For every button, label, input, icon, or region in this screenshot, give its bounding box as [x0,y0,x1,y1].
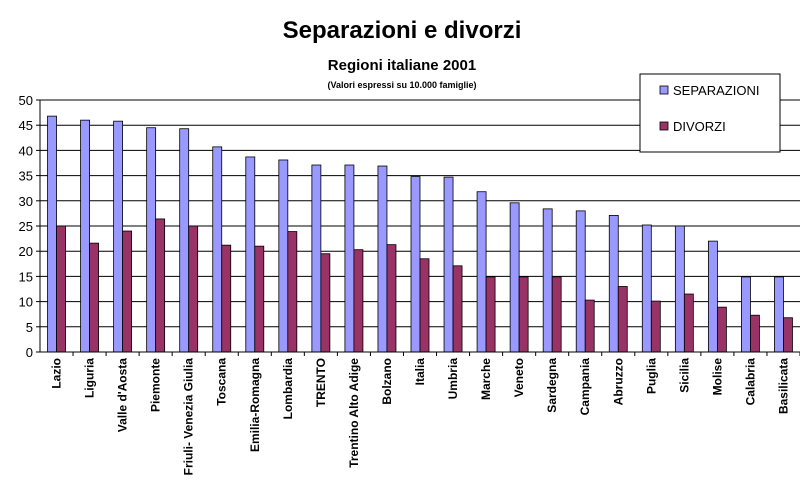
x-tick-label: Bolzano [380,358,394,405]
bar-divorzi-6 [254,245,265,353]
bar-separazioni-8 [311,164,322,353]
y-axis-ticks: 0 5 10 15 20 25 30 35 40 45 50 [19,93,40,360]
x-tick-label: Calabria [743,358,757,406]
bar-separazioni-19 [674,225,685,353]
bar-divorzi-3 [155,218,166,353]
x-tick-label: Veneto [512,358,526,397]
x-tick-label: Abruzzo [611,358,625,405]
bar-separazioni-13 [476,191,487,353]
bar-divorzi-7 [287,231,298,353]
bar-divorzi-10 [386,244,397,353]
y-tick-label: 30 [19,194,33,209]
bar-separazioni-14 [509,202,520,353]
bar-divorzi-17 [617,286,628,353]
bar-separazioni-10 [377,165,388,353]
bar-divorzi-8 [320,253,331,353]
bars [47,115,793,353]
bar-divorzi-18 [650,300,661,353]
bar-divorzi-2 [122,230,133,353]
bar-divorzi-4 [188,225,199,353]
bar-separazioni-4 [179,128,190,353]
y-tick-label: 50 [19,93,33,108]
bar-separazioni-6 [245,156,256,353]
x-tick-label: Sardegna [545,358,559,413]
bar-separazioni-5 [212,146,223,353]
bar-divorzi-14 [518,276,529,353]
bar-divorzi-19 [683,293,694,353]
bar-divorzi-22 [783,317,793,353]
x-tick-label: Lombardia [281,358,295,420]
x-tick-label: Marche [479,358,493,400]
x-tick-label: Molise [710,358,724,396]
bar-divorzi-15 [551,276,562,353]
bar-divorzi-11 [419,258,430,353]
bar-separazioni-22 [774,276,784,353]
y-tick-label: 35 [19,169,33,184]
y-tick-label: 5 [26,320,33,335]
bar-separazioni-11 [410,176,421,353]
x-tick-label: Liguria [83,358,97,398]
bar-divorzi-12 [452,265,463,353]
bar-separazioni-17 [608,215,619,353]
x-tick-label: Emilia-Romagna [248,358,262,452]
bar-divorzi-5 [221,244,232,353]
x-tick-label: Basilicata [776,358,790,414]
y-tick-label: 40 [19,143,33,158]
x-axis-ticks: Lazio Liguria Valle d'Aosta Piemonte Friuli-… [50,352,800,475]
bar-separazioni-15 [542,208,553,353]
bar-separazioni-18 [641,224,652,353]
y-tick-label: 0 [26,345,33,360]
legend: SEPARAZIONI DIVORZI [639,73,781,153]
x-tick-label: TRENTO [314,358,328,407]
x-tick-label: Piemonte [149,358,163,412]
bar-divorzi-13 [485,276,496,353]
x-tick-label: Trentino Alto Adige [347,358,361,468]
y-tick-label: 15 [19,269,33,284]
x-tick-label: Friuli- Venezia Giulia [182,358,196,476]
bar-separazioni-21 [741,276,751,353]
x-tick-label: Lazio [50,358,64,389]
bar-divorzi-20 [716,306,727,353]
x-tick-label: Campania [578,358,592,416]
bar-separazioni-2 [113,120,124,353]
y-tick-label: 45 [19,118,33,133]
chart-note: (Valori espressi su 10.000 famiglie) [327,80,476,90]
legend-label-separazioni: SEPARAZIONI [673,83,759,98]
x-tick-label: Valle d'Aosta [116,358,130,433]
bar-separazioni-3 [146,127,157,353]
axes [39,100,800,353]
bar-divorzi-9 [353,249,364,353]
bar-separazioni-20 [707,240,718,353]
legend-swatch-separazioni [659,85,669,95]
chart-subtitle: Regioni italiane 2001 [328,57,476,74]
bar-divorzi-0 [56,225,66,353]
y-tick-label: 25 [19,219,33,234]
legend-swatch-divorzi [659,121,669,131]
bar-separazioni-7 [278,159,289,353]
bar-separazioni-1 [80,119,90,353]
y-tick-label: 20 [19,244,33,259]
bar-divorzi-16 [584,299,595,353]
bar-separazioni-9 [344,164,355,353]
bar-separazioni-16 [575,210,586,353]
legend-label-divorzi: DIVORZI [673,119,726,134]
bar-divorzi-21 [750,314,760,353]
y-tick-label: 10 [19,295,33,310]
bar-separazioni-0 [47,115,57,353]
bar-separazioni-12 [443,176,454,353]
x-tick-label: Italia [413,358,427,386]
x-tick-label: Toscana [215,358,229,406]
chart-title: Separazioni e divorzi [283,17,522,44]
x-tick-label: Sicilia [677,358,691,393]
bar-divorzi-1 [89,242,99,353]
x-tick-label: Umbria [446,358,460,400]
x-tick-label: Puglia [644,358,658,394]
